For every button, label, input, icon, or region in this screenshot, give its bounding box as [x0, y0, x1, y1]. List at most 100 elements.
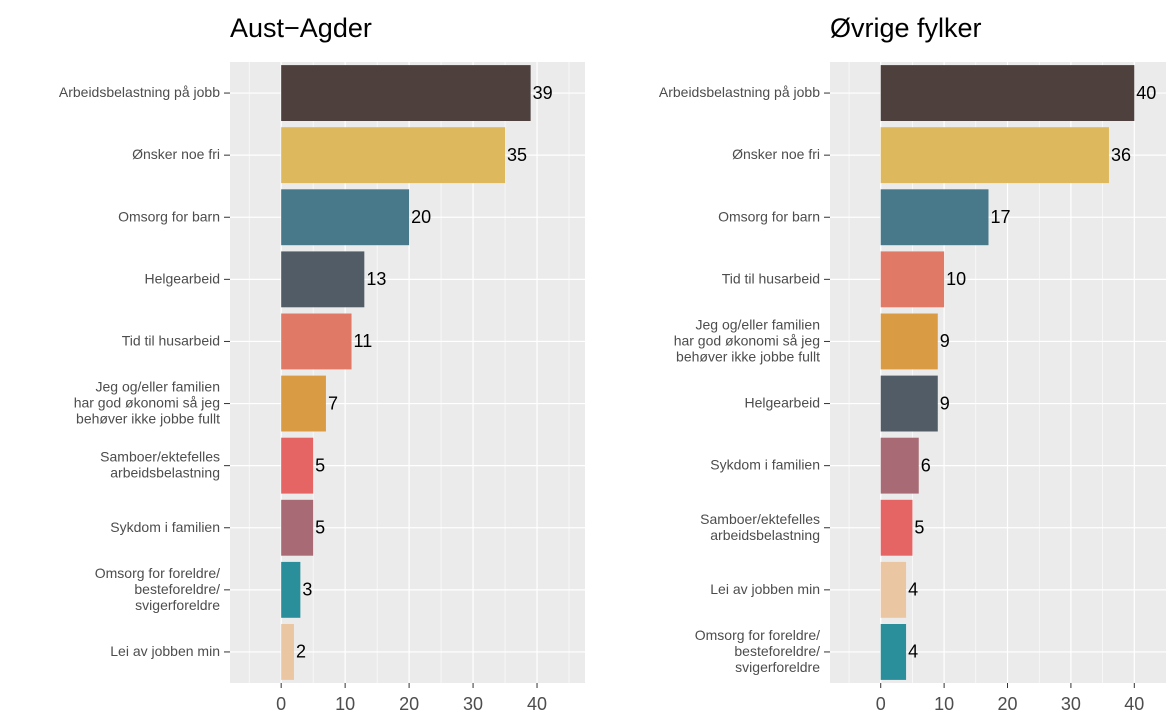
y-tick-label: Omsorg for foreldre/besteforeldre/sviger… [695, 627, 820, 675]
y-tick-label-line: Samboer/ektefelles [100, 448, 220, 464]
x-tick-label: 20 [399, 694, 419, 713]
y-tick-label-line: Arbeidsbelastning på jobb [659, 84, 820, 100]
bar [880, 127, 1109, 184]
y-tick-label-line: Samboer/ektefelles [700, 510, 820, 526]
y-tick-label-line: Tid til husarbeid [122, 332, 220, 348]
bar [880, 313, 938, 370]
y-tick-label-line: Sykdom i familien [710, 456, 820, 472]
y-tick-label: Helgearbeid [145, 270, 221, 286]
bar [281, 313, 352, 370]
y-tick-label: Samboer/ektefelles arbeidsbelastning [100, 448, 220, 480]
y-tick-label-line: behøver ikke jobbe fullt [676, 348, 820, 364]
bar [880, 561, 907, 618]
y-tick-label-line: svigerforeldre [735, 659, 820, 675]
y-tick-label: Lei av jobben min [710, 581, 820, 597]
y-tick-label-line: Jeg og/eller familien [95, 378, 220, 394]
bar [281, 499, 314, 556]
y-tick-label-line: Lei av jobben min [110, 643, 220, 659]
bar [880, 65, 1135, 121]
bar [281, 375, 326, 432]
value-label: 39 [533, 83, 553, 103]
bar [880, 499, 913, 556]
y-tick-label-line: Tid til husarbeid [722, 270, 820, 286]
y-tick-label-line: Ønsker noe fri [132, 146, 220, 162]
value-label: 4 [908, 580, 918, 600]
x-tick-label: 30 [1061, 694, 1081, 713]
y-tick-label: Omsorg for barn [118, 208, 220, 224]
y-tick-label: Helgearbeid [745, 394, 821, 410]
bar [281, 437, 314, 494]
y-tick-label: Arbeidsbelastning på jobb [659, 84, 820, 100]
y-tick-label: Omsorg for barn [718, 208, 820, 224]
y-tick-label: Arbeidsbelastning på jobb [59, 84, 220, 100]
y-tick-label-line: Sykdom i familien [110, 518, 220, 534]
value-label: 40 [1136, 83, 1156, 103]
bar [880, 624, 907, 680]
y-tick-label: Lei av jobben min [110, 643, 220, 659]
value-label: 7 [328, 393, 338, 413]
y-tick-label: Omsorg for foreldre/besteforeldre/sviger… [95, 565, 220, 613]
value-label: 3 [302, 580, 312, 600]
value-label: 11 [354, 331, 373, 351]
y-tick-label: Ønsker noe fri [132, 146, 220, 162]
y-tick-label-line: Omsorg for foreldre/ [695, 627, 820, 643]
y-tick-label: Samboer/ektefelles arbeidsbelastning [700, 510, 820, 542]
y-tick-label-line: besteforeldre/ [134, 581, 220, 597]
value-label: 13 [366, 269, 386, 289]
y-tick-label-line: Ønsker noe fri [732, 146, 820, 162]
panel-title: Øvrige fylker [830, 13, 982, 43]
value-label: 35 [507, 145, 527, 165]
y-tick-label: Sykdom i familien [110, 518, 220, 534]
y-tick-label: Sykdom i familien [710, 456, 820, 472]
bar [880, 189, 989, 246]
x-tick-label: 10 [934, 694, 954, 713]
bar [880, 437, 919, 494]
y-tick-label-line: Jeg og/eller familien [695, 316, 820, 332]
value-label: 5 [315, 518, 325, 538]
y-tick-label-line: har god økonomi så jeg [74, 394, 220, 410]
x-tick-label: 40 [527, 694, 547, 713]
y-tick-label: Tid til husarbeid [722, 270, 820, 286]
value-label: 20 [411, 207, 431, 227]
y-tick-label: Ønsker noe fri [732, 146, 820, 162]
panel-title: Aust−Agder [230, 13, 372, 43]
bar [281, 251, 365, 308]
y-tick-label: Tid til husarbeid [122, 332, 220, 348]
x-tick-label: 0 [276, 694, 286, 713]
value-label: 6 [921, 455, 931, 475]
y-tick-label-line: Helgearbeid [145, 270, 221, 286]
value-label: 2 [296, 642, 306, 662]
bar [281, 65, 531, 121]
value-label: 10 [946, 269, 966, 289]
bar [281, 127, 506, 184]
y-tick-label-line: besteforeldre/ [734, 643, 820, 659]
value-label: 5 [315, 455, 325, 475]
y-tick-label-line: svigerforeldre [135, 597, 220, 613]
y-tick-label-line: Arbeidsbelastning på jobb [59, 84, 220, 100]
y-tick-label-line: Omsorg for barn [718, 208, 820, 224]
y-tick-label-line: Lei av jobben min [710, 581, 820, 597]
bar [281, 561, 301, 618]
value-label: 17 [990, 207, 1010, 227]
y-tick-label-line: arbeidsbelastning [710, 526, 820, 542]
value-label: 5 [914, 518, 924, 538]
bar [880, 375, 938, 432]
x-tick-label: 10 [335, 694, 355, 713]
bar [880, 251, 945, 308]
y-tick-label: Jeg og/eller familien har god økonomi så … [674, 316, 820, 364]
y-tick-label-line: har god økonomi så jeg [674, 332, 820, 348]
x-tick-label: 20 [997, 694, 1017, 713]
y-tick-label: Jeg og/eller familien har god økonomi så … [74, 378, 220, 426]
value-label: 36 [1111, 145, 1131, 165]
y-tick-label-line: Omsorg for foreldre/ [95, 565, 220, 581]
x-tick-label: 0 [876, 694, 886, 713]
x-tick-label: 40 [1124, 694, 1144, 713]
bar [281, 624, 294, 680]
y-tick-label-line: Helgearbeid [745, 394, 821, 410]
y-tick-label-line: Omsorg for barn [118, 208, 220, 224]
bar [281, 189, 410, 246]
y-tick-label-line: arbeidsbelastning [110, 464, 220, 480]
value-label: 9 [940, 393, 950, 413]
value-label: 9 [940, 331, 950, 351]
